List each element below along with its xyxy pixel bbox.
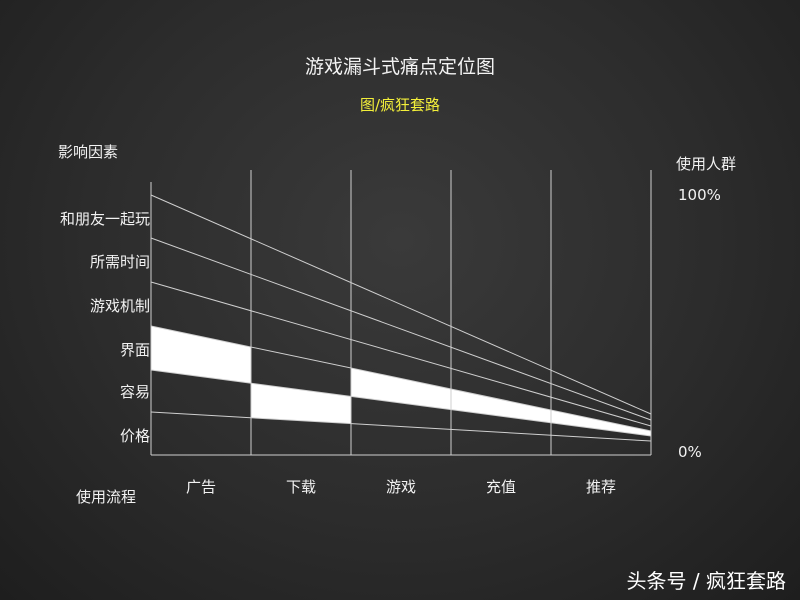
pain-point-band-2 <box>251 383 351 424</box>
diagram-subtitle: 图/疯狂套路 <box>359 96 441 114</box>
right-axis-top-label: 100% <box>678 186 721 204</box>
factor-label-mechanics: 游戏机制 <box>89 297 150 315</box>
factor-boundary-line-2 <box>150 237 652 421</box>
factor-boundary-line-4 <box>150 325 652 432</box>
right-axis-title: 使用人群 <box>676 155 737 173</box>
stage-label-download: 下载 <box>285 478 316 496</box>
pain-point-band-5 <box>551 410 651 436</box>
stage-label-recommend: 推荐 <box>585 478 616 496</box>
watermark: 头条号 / 疯狂套路 <box>626 569 786 593</box>
factor-label-price: 价格 <box>119 427 150 445</box>
factor-label-friends: 和朋友一起玩 <box>59 210 150 228</box>
factor-label-easy: 容易 <box>119 383 150 401</box>
factor-boundary-line-3 <box>150 281 652 427</box>
diagram-title: 游戏漏斗式痛点定位图 <box>304 56 495 78</box>
factor-boundary-line-6 <box>150 411 652 442</box>
stage-label-recharge: 充值 <box>485 478 516 496</box>
right-axis-bottom-label: 0% <box>678 443 702 461</box>
stage-label-ad: 广告 <box>185 478 216 496</box>
factor-label-time: 所需时间 <box>89 253 150 271</box>
factor-boundary-line-1 <box>150 194 652 415</box>
factor-boundary-line-5 <box>150 369 652 437</box>
pain-point-band-4 <box>451 389 551 423</box>
left-axis-title: 影响因素 <box>58 143 119 161</box>
x-axis-title: 使用流程 <box>76 488 137 506</box>
factor-label-interface: 界面 <box>119 341 150 359</box>
stage-label-play: 游戏 <box>385 478 416 496</box>
pain-point-band-1 <box>151 326 251 384</box>
